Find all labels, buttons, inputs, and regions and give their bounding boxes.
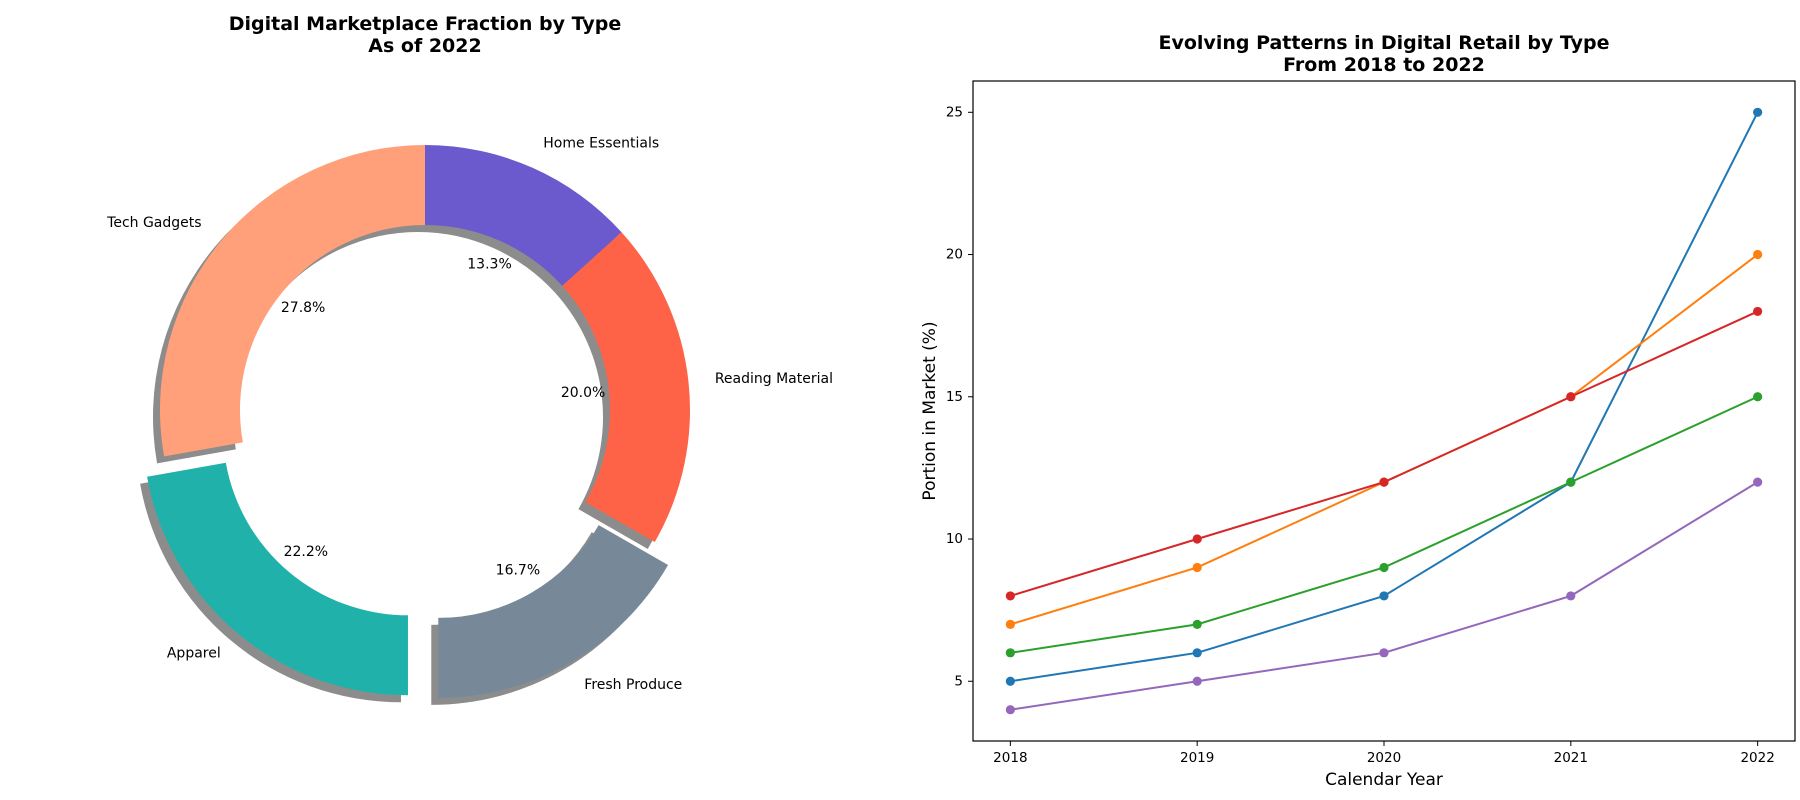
series-3-point-2019 bbox=[1192, 619, 1202, 629]
series-1-point-2022 bbox=[1753, 107, 1763, 117]
series-line-3 bbox=[1010, 395, 1759, 654]
pie-title-line-2: As of 2022 bbox=[368, 35, 481, 57]
series-5-point-2022 bbox=[1753, 477, 1763, 487]
series-lines bbox=[1005, 107, 1763, 715]
line-chart: Evolving Patterns in Digital Retail by T… bbox=[920, 32, 1796, 790]
series-4-point-2018 bbox=[1005, 591, 1015, 601]
x-tick-label-2021: 2021 bbox=[1554, 750, 1588, 766]
series-5-point-2021 bbox=[1566, 591, 1576, 601]
series-4-point-2020 bbox=[1379, 477, 1389, 487]
slices bbox=[147, 145, 690, 698]
y-tick-label-10: 10 bbox=[946, 531, 963, 547]
slice-label-apparel: Apparel bbox=[167, 646, 221, 662]
slice-label-reading-material: Reading Material bbox=[715, 371, 833, 387]
slice-label-fresh-produce: Fresh Produce bbox=[584, 677, 682, 693]
series-1-point-2020 bbox=[1379, 591, 1389, 601]
series-3-point-2021 bbox=[1566, 477, 1576, 487]
x-axis-label: Calendar Year bbox=[1325, 770, 1443, 790]
slice-tech-gadgets bbox=[160, 145, 425, 457]
x-tick-label-2018: 2018 bbox=[993, 750, 1027, 766]
x-tick-label-2022: 2022 bbox=[1740, 750, 1774, 766]
y-tick-label-5: 5 bbox=[954, 673, 963, 689]
slice-home-essentials bbox=[425, 145, 622, 286]
series-3-point-2020 bbox=[1379, 562, 1389, 573]
slice-pct-reading-material: 20.0% bbox=[561, 385, 605, 401]
pie-title-line-1: Digital Marketplace Fraction by Type bbox=[229, 13, 622, 35]
y-tick-label-15: 15 bbox=[946, 389, 963, 405]
y-tick-label-25: 25 bbox=[946, 104, 963, 120]
line-title-line-2: From 2018 to 2022 bbox=[1283, 54, 1485, 76]
slice-pct-tech-gadgets: 27.8% bbox=[281, 300, 325, 316]
series-4-point-2019 bbox=[1192, 534, 1202, 544]
slice-labels: Home Essentials 13.3% Reading Material 20.0… bbox=[106, 136, 833, 694]
series-4-point-2021 bbox=[1566, 392, 1576, 402]
series-2-point-2019 bbox=[1192, 562, 1202, 573]
series-3-point-2022 bbox=[1753, 392, 1763, 402]
plot-frame bbox=[972, 80, 1796, 742]
x-tick-label-2019: 2019 bbox=[1180, 750, 1214, 766]
series-4-point-2022 bbox=[1753, 306, 1763, 317]
series-2-point-2018 bbox=[1005, 619, 1015, 629]
slice-label-home-essentials: Home Essentials bbox=[543, 136, 659, 152]
series-5-point-2020 bbox=[1379, 648, 1389, 658]
series-3-point-2018 bbox=[1005, 648, 1015, 658]
slice-pct-fresh-produce: 16.7% bbox=[496, 563, 540, 579]
series-5-point-2018 bbox=[1005, 705, 1015, 715]
slice-fresh-produce bbox=[438, 525, 669, 698]
y-axis-ticks: 5 10 15 20 25 bbox=[946, 104, 973, 689]
series-line-4 bbox=[1010, 310, 1759, 597]
series-1-point-2018 bbox=[1005, 676, 1015, 686]
slice-pct-home-essentials: 13.3% bbox=[467, 257, 511, 273]
x-tick-label-2020: 2020 bbox=[1367, 750, 1401, 766]
slice-reading-material bbox=[562, 232, 690, 543]
series-1-point-2019 bbox=[1192, 648, 1202, 658]
donut-chart: Digital Marketplace Fraction by Type As … bbox=[106, 13, 833, 705]
series-5-point-2019 bbox=[1192, 676, 1202, 686]
slice-pct-apparel: 22.2% bbox=[284, 544, 328, 560]
x-axis-ticks: 2018 2019 2020 2021 2022 bbox=[993, 741, 1775, 766]
series-2-point-2022 bbox=[1753, 249, 1763, 260]
slice-apparel bbox=[147, 462, 408, 696]
slice-label-tech-gadgets: Tech Gadgets bbox=[106, 215, 201, 231]
line-title-line-1: Evolving Patterns in Digital Retail by T… bbox=[1159, 32, 1610, 54]
y-tick-label-20: 20 bbox=[946, 247, 963, 263]
y-axis-label: Portion in Market (%) bbox=[920, 321, 940, 500]
